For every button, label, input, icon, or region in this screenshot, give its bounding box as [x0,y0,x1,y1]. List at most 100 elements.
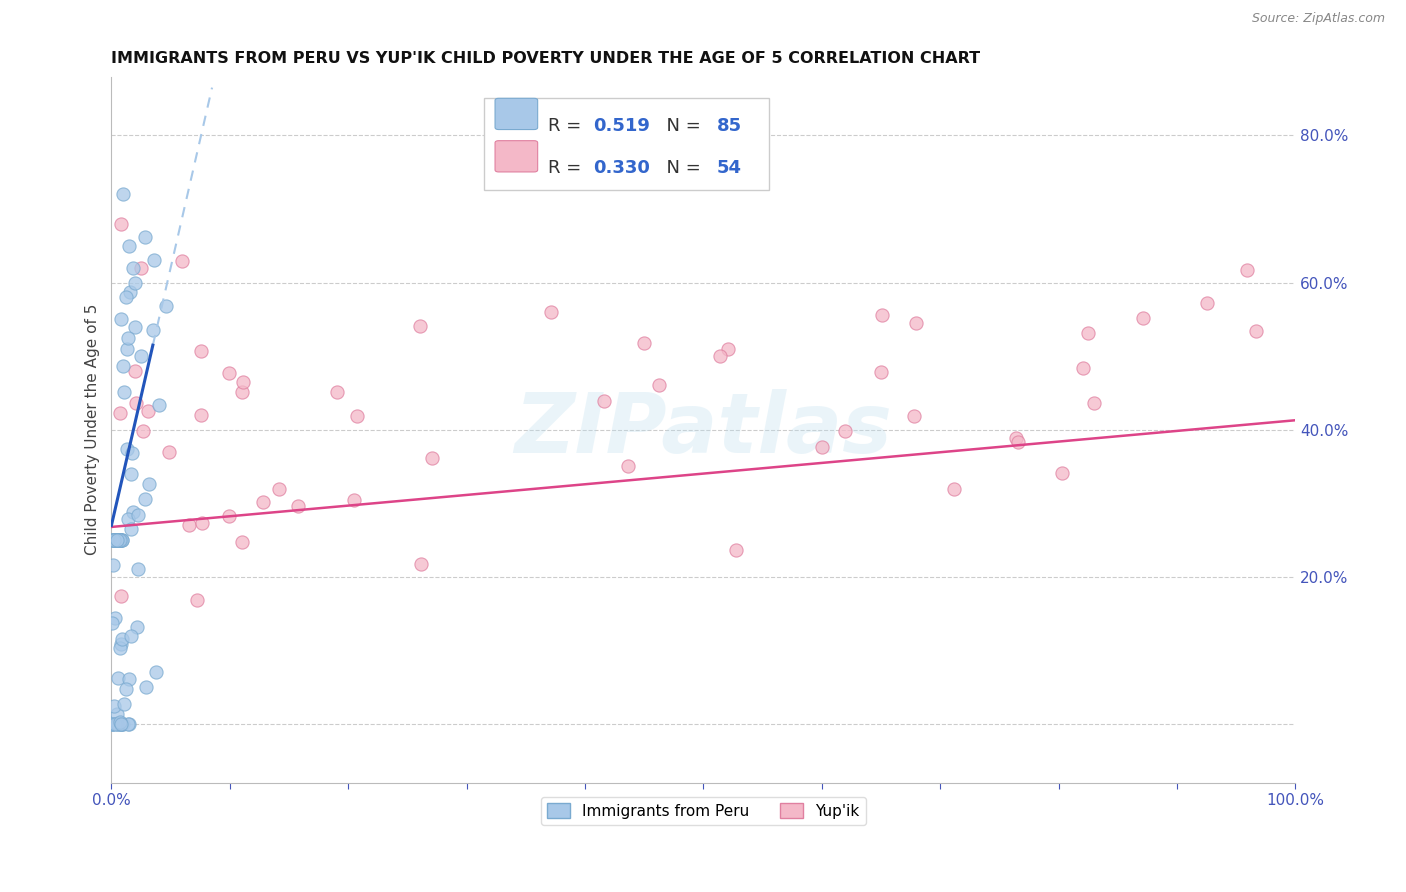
Point [1083,396,1105,410]
Point [108,641,131,656]
Point [110,717,132,731]
Point [343,493,366,508]
Point [108,533,131,548]
Point [117,512,139,526]
Point [179,517,201,532]
Point [1246,324,1268,338]
Text: ZIPatlas: ZIPatlas [515,389,893,470]
Point [114,290,136,304]
Point [101,616,124,631]
Point [107,533,129,548]
Point [111,533,134,548]
Point [186,593,208,607]
Text: R =: R = [548,117,588,135]
Point [107,533,129,548]
Point [617,458,640,473]
Point [118,717,141,731]
Point [1050,466,1073,480]
Point [1132,310,1154,325]
Point [101,717,124,731]
Point [112,697,135,711]
Point [834,425,856,439]
Y-axis label: Child Poverty Under the Age of 5: Child Poverty Under the Age of 5 [86,304,100,556]
Point [111,632,134,646]
Point [136,404,159,418]
Point [135,680,157,694]
Point [111,717,134,731]
Legend: Immigrants from Peru, Yup'ik: Immigrants from Peru, Yup'ik [541,797,866,825]
Point [115,442,138,457]
Point [811,441,834,455]
Point [118,672,141,686]
Point [110,637,132,651]
Point [117,717,139,731]
Point [101,533,124,548]
Point [110,533,132,548]
Text: R =: R = [548,160,588,178]
Text: 54: 54 [717,160,741,178]
FancyBboxPatch shape [495,98,537,129]
Point [110,589,132,603]
Text: 0.330: 0.330 [593,160,650,178]
Point [103,698,125,713]
Point [142,323,165,337]
Point [231,535,253,549]
Text: IMMIGRANTS FROM PERU VS YUP'IK CHILD POVERTY UNDER THE AGE OF 5 CORRELATION CHAR: IMMIGRANTS FROM PERU VS YUP'IK CHILD POV… [111,51,980,66]
Point [121,446,143,460]
Point [218,366,240,380]
Point [120,522,142,536]
Point [1195,295,1218,310]
Point [540,305,562,319]
Point [108,533,131,548]
Point [218,509,240,524]
Point [114,682,136,697]
Point [592,394,614,409]
Point [104,533,127,548]
Point [190,408,212,422]
Point [124,364,146,378]
Text: 0.519: 0.519 [593,117,650,135]
Point [145,665,167,680]
Point [326,384,349,399]
FancyBboxPatch shape [495,141,537,172]
Point [105,533,128,548]
Point [110,533,132,548]
Point [121,260,143,275]
Point [101,717,124,731]
Point [108,717,131,731]
Point [108,533,131,548]
Point [110,533,132,548]
Point [129,260,152,275]
Point [904,316,927,330]
Point [127,620,149,634]
Point [103,533,125,548]
Point [409,319,432,334]
Point [118,285,141,299]
Text: N =: N = [655,160,706,178]
Point [287,499,309,513]
Point [127,508,149,523]
Point [903,409,925,423]
Point [104,717,127,731]
Point [1007,435,1029,450]
Point [159,444,181,458]
Point [943,482,966,496]
Point [232,375,254,389]
Point [1005,432,1028,446]
Point [108,406,131,420]
Point [870,366,893,380]
Point [420,451,443,466]
Point [134,230,156,244]
Point [633,336,655,351]
Point [120,629,142,643]
Point [120,467,142,481]
Point [124,276,146,290]
Point [111,533,134,548]
Point [104,611,127,625]
Point [114,385,136,400]
Point [124,320,146,334]
Point [105,706,128,721]
Point [105,533,128,548]
Point [105,533,128,548]
Point [725,543,748,558]
